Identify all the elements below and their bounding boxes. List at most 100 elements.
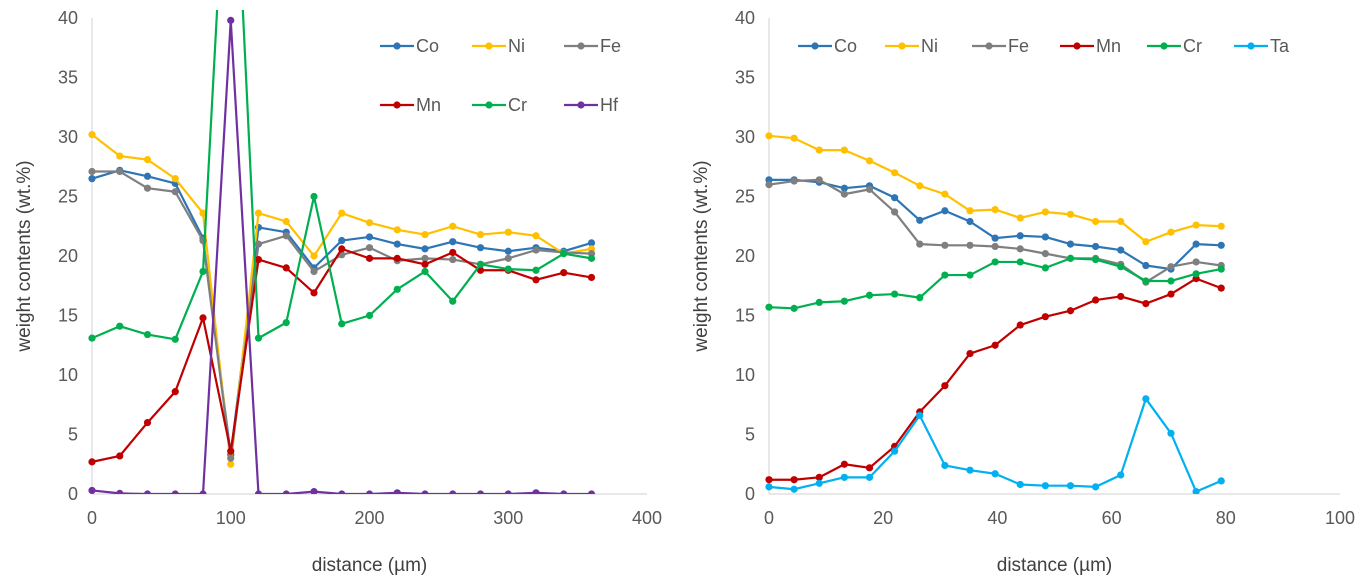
data-point-ta [1117,471,1125,479]
data-point-ta [991,470,999,478]
data-point-co [449,238,457,246]
chart-right: 0 5 10 15 20 25 30 35 40 0 20 40 60 80 100 distance (µm… [691,8,1355,576]
series-ta [765,395,1225,494]
data-point-ta [1041,482,1049,490]
data-point-hf [532,489,540,494]
data-point-ni [840,146,848,154]
x-tick-label: 200 [354,508,384,528]
data-point-ni [365,219,374,227]
data-point-fe [171,188,179,196]
data-point-ni [504,228,512,236]
data-point-mn [1066,307,1075,315]
data-point-co [991,234,999,242]
data-point-hf [143,490,152,494]
data-point-cr [916,294,924,302]
series-line-mn [769,277,1222,481]
legend-item-hf: Hf [564,95,619,115]
legend-item-cr: Cr [472,95,527,115]
legend-label-fe: Fe [1008,36,1029,56]
data-point-mn [1092,296,1100,304]
data-point-ni [143,156,152,164]
data-point-cr [254,334,263,342]
data-point-ni [790,134,798,142]
data-point-co [421,245,429,253]
data-point-co [1117,246,1125,254]
data-point-hf [560,490,568,494]
data-point-hf [504,490,512,494]
data-point-cr [941,271,949,279]
data-point-ni [227,460,235,468]
legend-marker-fe [577,42,585,50]
data-point-cr [449,297,457,305]
data-point-hf [365,490,374,494]
data-point-ni [916,182,924,190]
series-ni [88,131,596,468]
data-point-fe [916,240,924,248]
data-point-co [587,239,596,247]
legend-item-mn: Mn [1060,36,1121,56]
series-line-co [769,178,1222,271]
data-point-cr [1192,270,1200,278]
data-point-ni [1117,217,1125,226]
legend-label-hf: Hf [600,95,619,115]
data-point-co [393,240,401,248]
data-point-fe [449,255,457,264]
data-point-co [88,175,96,183]
legend-label-ta: Ta [1270,36,1290,56]
data-point-fe [765,181,773,189]
data-point-fe [421,254,429,262]
data-point-cr [1217,265,1225,273]
data-point-ta [916,411,924,420]
data-point-ta [865,473,874,481]
data-point-ni [199,209,207,217]
y-tick-label: 0 [745,484,755,504]
data-point-mn [560,269,568,277]
data-point-mn [199,314,207,322]
data-point-hf [171,490,179,494]
data-point-mn [227,447,235,455]
data-point-hf [116,489,124,494]
data-point-ta [1192,488,1200,494]
data-point-fe [282,232,290,240]
series-mn [88,245,596,466]
legend-label-cr: Cr [508,95,527,115]
data-point-ni [991,205,999,214]
data-point-hf [227,16,235,24]
legend-item-cr: Cr [1147,36,1202,56]
data-point-fe [365,244,374,252]
data-point-ni [1092,217,1100,226]
data-point-hf [254,490,263,494]
data-point-co [504,247,512,255]
data-point-mn [143,419,152,427]
legend-item-co: Co [798,36,857,56]
data-point-cr [171,335,179,343]
x-axis-title: distance (µm) [312,555,427,576]
data-point-co [1142,261,1150,270]
data-point-ni [865,157,874,165]
data-point-ni [254,209,263,217]
data-point-mn [765,476,773,484]
data-point-hf [476,490,485,494]
data-point-mn [790,476,798,484]
data-point-hf [393,489,401,494]
data-point-ta [1167,429,1175,437]
data-point-co [1066,240,1075,248]
data-point-ta [765,483,773,491]
data-point-ni [449,222,457,230]
data-point-cr [393,285,401,293]
legend-item-co: Co [380,36,439,56]
data-point-mn [282,264,290,272]
data-point-hf [282,490,290,494]
y-tick-label: 35 [58,68,78,88]
y-tick-label: 35 [735,68,755,88]
data-point-mn [587,273,596,282]
series-ni [765,132,1225,246]
series-fe [765,176,1225,286]
data-point-cr [143,330,152,339]
data-point-mn [254,255,263,264]
legend-marker-ni [898,42,906,50]
data-point-ta [891,447,899,455]
x-tick-label: 20 [873,508,893,528]
y-tick-label: 40 [58,8,78,28]
